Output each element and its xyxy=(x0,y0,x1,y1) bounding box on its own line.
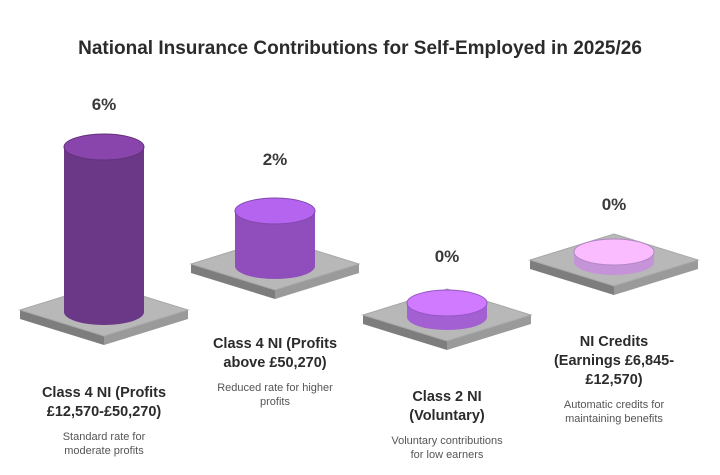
platform-right-face xyxy=(614,260,698,295)
category-name: NI Credits (Earnings £6,845- £12,570) xyxy=(514,333,714,390)
platform-left-face xyxy=(363,315,447,350)
category-label-4: NI Credits (Earnings £6,845- £12,570) Autom… xyxy=(514,333,714,426)
bar-top-3 xyxy=(406,289,488,317)
category-label-1: Class 4 NI (Profits £12,570-£50,270) Stand… xyxy=(0,384,219,458)
bar-2 xyxy=(235,211,315,279)
platform-right-face xyxy=(275,264,359,299)
bar-group-3: 0% xyxy=(361,247,533,350)
value-label-4: 0% xyxy=(602,195,627,214)
platform-left-face xyxy=(191,264,275,299)
category-name-line: NI Credits xyxy=(579,334,649,350)
category-name-line: (Voluntary) xyxy=(409,408,485,424)
bar-group-2: 2% xyxy=(189,150,361,299)
category-name: Class 4 NI (Profits £12,570-£50,270) xyxy=(0,384,219,422)
bar-group-4: 0% xyxy=(528,195,700,295)
bar-top-4 xyxy=(573,238,655,266)
category-name-line: Class 2 NI xyxy=(412,389,482,405)
value-label-3: 0% xyxy=(435,247,460,266)
platform-right-face xyxy=(447,315,531,350)
category-description-line: maintaining benefits xyxy=(565,413,663,425)
category-label-3: Class 2 NI (Voluntary) Voluntary contribut… xyxy=(347,388,547,462)
category-description-line: Voluntary contributions xyxy=(391,435,503,447)
category-label-2: Class 4 NI (Profits above £50,270) Reduced… xyxy=(175,335,375,409)
category-name-line: above £50,270) xyxy=(223,355,327,371)
platform-left-face xyxy=(530,260,614,295)
category-description: Automatic credits for maintaining benefit… xyxy=(514,398,714,426)
bar-top-1 xyxy=(63,133,145,161)
category-name-line: Class 4 NI (Profits xyxy=(212,336,338,352)
chart-title: National Insurance Contributions for Sel… xyxy=(78,38,642,59)
platform-left-face xyxy=(20,310,104,345)
category-name: Class 2 NI (Voluntary) xyxy=(347,388,547,426)
category-description-line: Automatic credits for xyxy=(563,399,665,411)
category-description-line: Reduced rate for higher xyxy=(217,382,333,394)
bar-group-1: 6% xyxy=(18,95,190,345)
category-description-line: Standard rate for xyxy=(62,431,146,443)
bar-top-2 xyxy=(234,197,316,225)
bar-1 xyxy=(64,147,144,325)
category-name-line: Class 4 NI (Profits xyxy=(41,385,167,401)
value-label-2: 2% xyxy=(263,150,288,169)
category-name-line: (Earnings £6,845- xyxy=(553,353,675,369)
category-description-line: moderate profits xyxy=(64,445,144,457)
category-name-line: £12,570-£50,270) xyxy=(46,404,162,420)
category-description-line: for low earners xyxy=(410,449,484,461)
category-description: Standard rate for moderate profits xyxy=(0,430,219,458)
category-name-line: £12,570) xyxy=(585,372,643,388)
category-description-line: profits xyxy=(260,396,290,408)
category-name: Class 4 NI (Profits above £50,270) xyxy=(175,335,375,373)
category-description: Reduced rate for higher profits xyxy=(175,381,375,409)
value-label-1: 6% xyxy=(92,95,117,114)
category-description: Voluntary contributions for low earners xyxy=(347,434,547,462)
platform-right-face xyxy=(104,310,188,345)
